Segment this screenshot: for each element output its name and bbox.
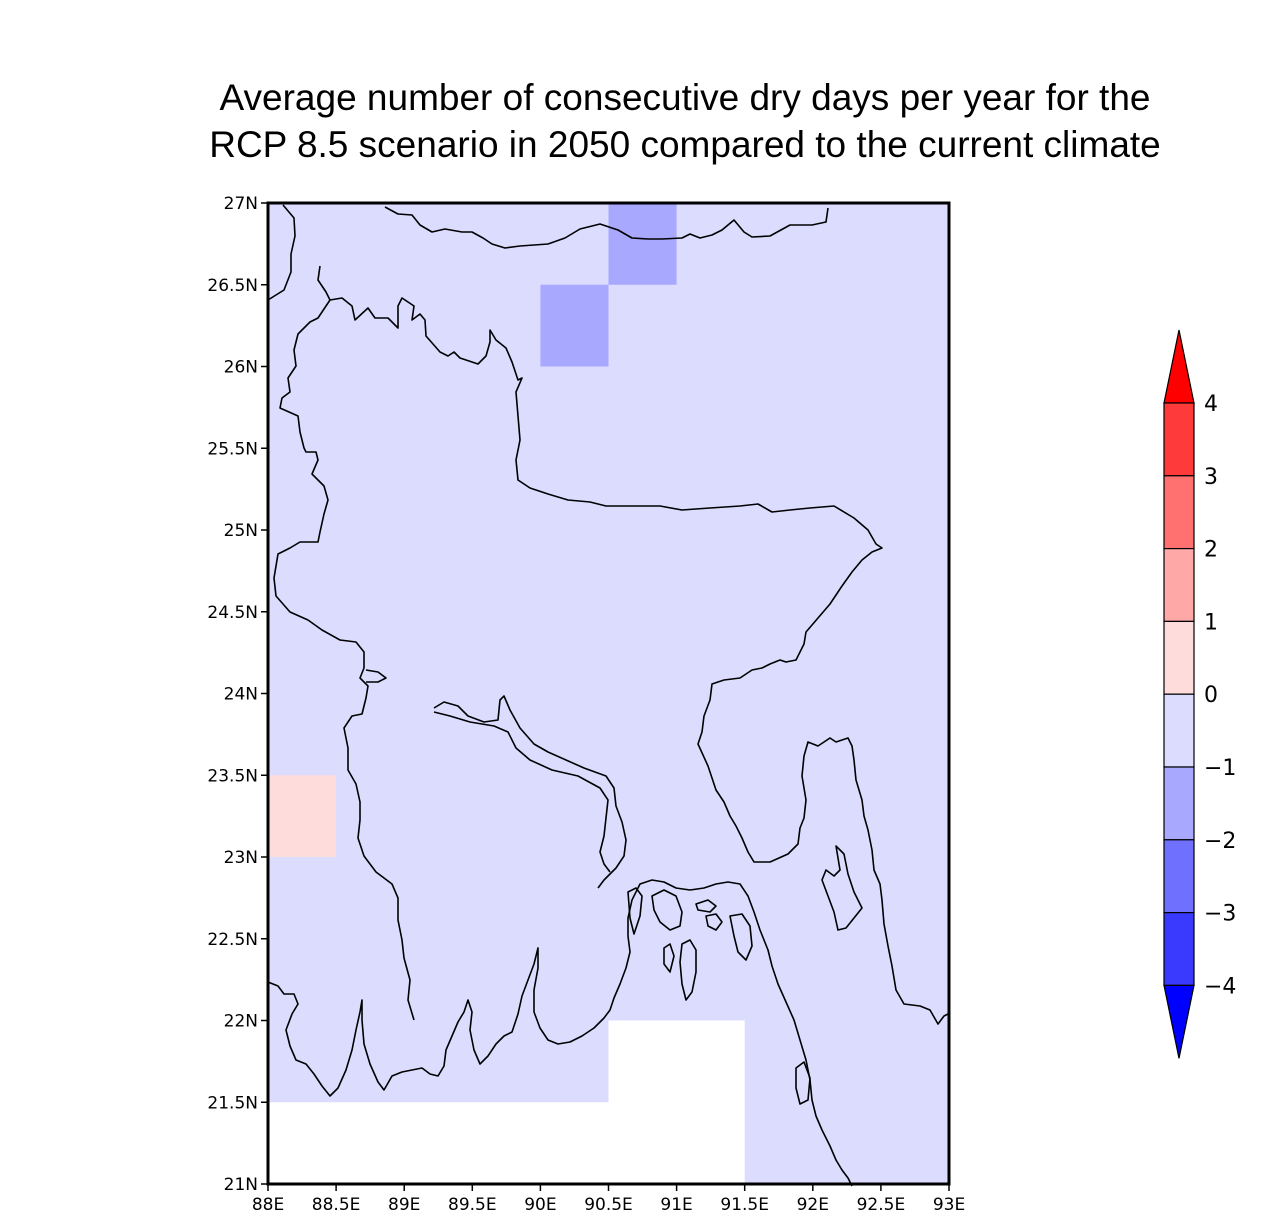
colorbar-swatch xyxy=(1163,693,1195,768)
grid-cell xyxy=(268,775,337,857)
lon-tick-label: 89E xyxy=(388,1195,420,1215)
lon-tick-label: 88E xyxy=(252,1195,284,1215)
axis-ticks: 27N 26.5N 26N 25.5N 25N 24.5N 24N 23.5N 23N 22.5N… xyxy=(207,194,965,1215)
island-1 xyxy=(651,889,683,931)
island-5 xyxy=(679,939,697,1001)
lat-tick-label: 25N xyxy=(224,521,258,541)
lon-tick-label: 88.5E xyxy=(312,1195,361,1215)
colorbar-label: 1 xyxy=(1204,610,1218,635)
lat-tick-label: 26N xyxy=(224,358,258,378)
lat-tick-label: 26.5N xyxy=(207,276,258,296)
colorbar-swatch xyxy=(1163,766,1195,841)
lat-tick-label: 21.5N xyxy=(207,1093,258,1113)
river-secondary xyxy=(433,711,611,873)
colorbar-label: 3 xyxy=(1204,465,1218,490)
lat-tick-label: 24N xyxy=(224,685,258,705)
river-west xyxy=(365,669,387,683)
island-3 xyxy=(705,913,723,931)
lon-tick-label: 92.5E xyxy=(857,1195,906,1215)
lon-tick-label: 91.5E xyxy=(720,1195,769,1215)
grid-cell xyxy=(540,284,609,367)
island-8 xyxy=(795,1061,811,1105)
colorbar-arrow-low xyxy=(1163,984,1195,1059)
island-6 xyxy=(627,887,643,935)
colorbar-swatch xyxy=(1163,839,1195,914)
colorbar-label: −3 xyxy=(1204,902,1236,927)
lat-tick-label: 24.5N xyxy=(207,603,258,623)
lon-tick-label: 90.5E xyxy=(584,1195,633,1215)
title-line-1: Average number of consecutive dry days p… xyxy=(219,77,1151,118)
island-7 xyxy=(663,943,675,973)
river-ganges xyxy=(433,695,627,889)
island-4 xyxy=(729,913,753,961)
coastline xyxy=(267,204,949,1187)
lat-tick-label: 23N xyxy=(224,848,258,868)
grid-cell xyxy=(608,203,677,285)
lon-tick-label: 89.5E xyxy=(448,1195,497,1215)
title-line-2: RCP 8.5 scenario in 2050 compared to the… xyxy=(209,124,1161,165)
lat-tick-label: 25.5N xyxy=(207,439,258,459)
lon-tick-label: 91E xyxy=(660,1195,692,1215)
delta-coast xyxy=(267,879,853,1187)
colorbar-swatch xyxy=(1163,911,1195,986)
colorbar-label: 0 xyxy=(1204,683,1218,708)
colorbar-swatch xyxy=(1163,620,1195,695)
colorbar-swatch xyxy=(1163,475,1195,550)
lat-tick-label: 23.5N xyxy=(207,766,258,786)
border-main xyxy=(267,204,949,1025)
colorbar-label: 4 xyxy=(1204,392,1218,417)
colorbar: 4 3 2 1 0 −1 −2 −3 −4 xyxy=(1163,329,1236,1059)
lat-tick-label: 21N xyxy=(224,1175,258,1195)
colorbar-label: −4 xyxy=(1204,974,1236,999)
lat-tick-label: 27N xyxy=(224,194,258,214)
lon-tick-label: 90E xyxy=(524,1195,556,1215)
grid-cell xyxy=(268,1102,609,1184)
grid-cell xyxy=(608,1020,745,1184)
colorbar-swatch xyxy=(1163,547,1195,622)
island-2 xyxy=(695,899,717,913)
lon-tick-label: 92E xyxy=(797,1195,829,1215)
lake-east xyxy=(821,845,863,931)
grid-cells xyxy=(268,203,949,1184)
colorbar-label: −1 xyxy=(1204,756,1236,781)
chart-title: Average number of consecutive dry days p… xyxy=(150,74,1220,168)
border-north xyxy=(384,206,829,249)
colorbar-arrow-high xyxy=(1163,329,1195,404)
colorbar-label: −2 xyxy=(1204,829,1236,854)
colorbar-label: 2 xyxy=(1204,538,1218,563)
lat-tick-label: 22N xyxy=(224,1012,258,1032)
lon-tick-label: 93E xyxy=(933,1195,965,1215)
lat-tick-label: 22.5N xyxy=(207,930,258,950)
colorbar-swatch xyxy=(1163,402,1195,477)
